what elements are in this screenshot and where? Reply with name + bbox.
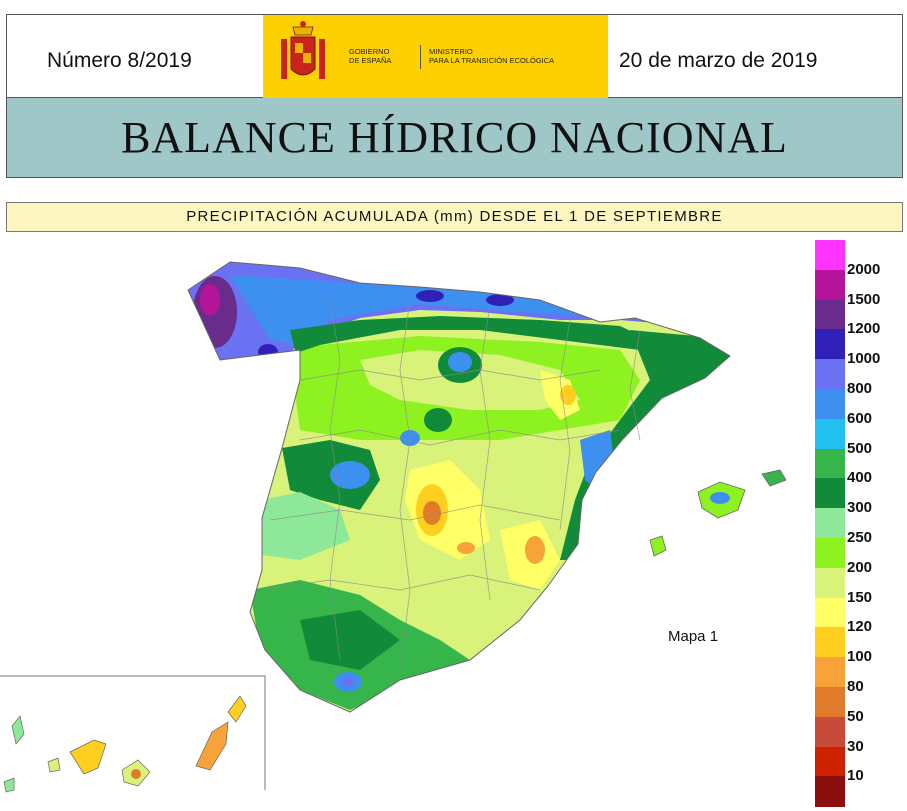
legend-tick-label: 120 [847, 618, 873, 636]
gov-line-2: DE ESPAÑA [349, 56, 392, 65]
legend-swatch [815, 657, 845, 688]
legend-swatch [815, 538, 845, 569]
page-title-bar: BALANCE HÍDRICO NACIONAL [6, 98, 903, 178]
legend-swatch [815, 240, 845, 271]
peninsula-precip-field [188, 262, 730, 712]
balearic-islands [649, 469, 787, 557]
bulletin-date: 20 de marzo de 2019 [619, 49, 818, 72]
legend-tick-label: 1200 [847, 320, 881, 338]
legend-tick-label: 100 [847, 648, 873, 666]
issue-number: Número 8/2019 [47, 49, 192, 72]
province-borders [259, 299, 641, 671]
legend-swatch [815, 627, 845, 658]
legend-swatch [815, 478, 845, 509]
legend-tick-label: 1500 [847, 290, 881, 308]
legend-swatch [815, 359, 845, 390]
legend-tick-label: 30 [847, 737, 864, 755]
legend-swatch [815, 597, 845, 628]
legend-swatch [815, 418, 845, 450]
gov-line-1: GOBIERNO [349, 47, 390, 56]
map-label: Mapa 1 [668, 628, 719, 645]
legend-tick-label: 300 [847, 499, 873, 517]
logo-divider [420, 45, 421, 69]
bulletin-header: Número 8/2019 GOBIERNO DE ESPAÑA MINISTE… [6, 14, 903, 99]
legend-swatch [815, 687, 845, 718]
legend-swatch [815, 329, 845, 360]
legend-swatch [815, 746, 845, 777]
legend-swatch [815, 269, 845, 301]
map-subtitle: PRECIPITACIÓN ACUMULADA (mm) DESDE EL 1 … [6, 202, 903, 232]
legend-tick-label: 50 [847, 707, 864, 725]
legend-tick-label: 1000 [847, 350, 881, 368]
legend-swatch [815, 389, 845, 420]
legend-tick-label: 500 [847, 439, 873, 457]
canary-islands-inset [0, 675, 266, 793]
peninsula-outline [187, 261, 731, 713]
government-logo: GOBIERNO DE ESPAÑA MINISTERIO PARA LA TR… [263, 15, 608, 99]
legend-swatch [815, 567, 845, 599]
legend-tick-label: 250 [847, 529, 873, 546]
legend-swatch [815, 299, 845, 330]
legend-swatch [815, 776, 845, 807]
coat-of-arms-icon [281, 21, 325, 79]
legend-tick-label: 600 [847, 409, 873, 427]
legend-tick-label: 2000 [847, 260, 881, 278]
legend-tick-label: 200 [847, 558, 873, 576]
page-title: BALANCE HÍDRICO NACIONAL [121, 113, 788, 162]
legend-tick-label: 10 [847, 767, 864, 785]
legend-swatch [815, 716, 845, 748]
legend-tick-label: 400 [847, 469, 873, 487]
ministry-line-1: MINISTERIO [429, 47, 473, 56]
legend-swatch [815, 448, 845, 479]
legend-tick-label: 80 [847, 678, 864, 695]
legend-tick-label: 150 [847, 588, 873, 606]
ministry-line-2: PARA LA TRANSICIÓN ECOLÓGICA [429, 56, 555, 65]
legend-swatch [815, 508, 845, 539]
legend-tick-label: 800 [847, 380, 873, 397]
